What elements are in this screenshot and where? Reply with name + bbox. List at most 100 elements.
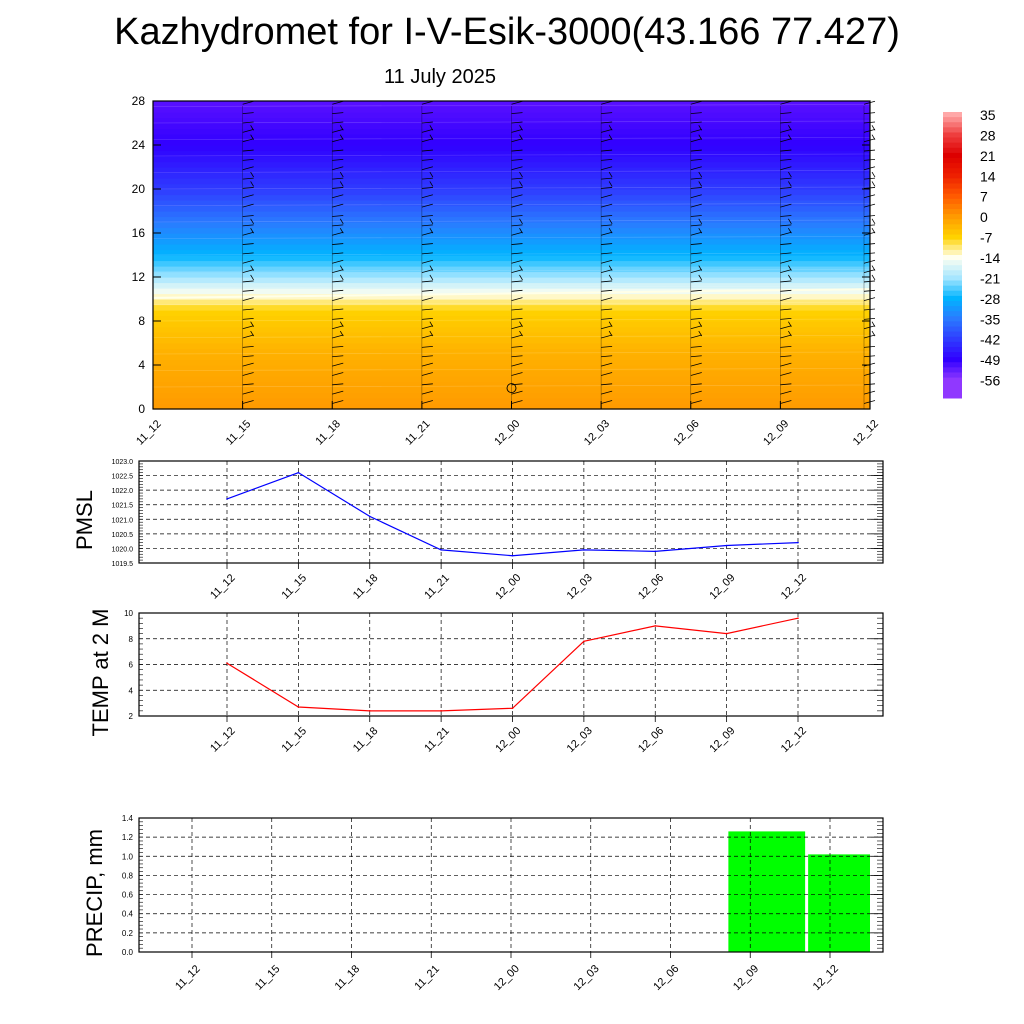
x-tick-label: 12_03 <box>565 725 595 755</box>
wind-barb-flag <box>250 171 254 178</box>
data-point <box>725 632 728 635</box>
colorbar-label: -28 <box>980 291 1000 307</box>
y-tick-label: 1.2 <box>122 833 134 842</box>
wind-barb-flag <box>250 134 254 140</box>
wind-barb <box>690 346 702 348</box>
wind-barb <box>421 362 433 367</box>
wind-barb-flag <box>871 134 876 140</box>
wind-barb-flag <box>519 218 523 225</box>
y-tick-label: 4 <box>138 358 145 372</box>
wind-barb <box>780 128 792 133</box>
data-point <box>654 550 657 553</box>
colorbar-segment <box>943 346 962 353</box>
y-tick-label: 1021.5 <box>112 503 134 510</box>
wind-barb <box>780 383 792 386</box>
chart-title: Kazhydromet for I-V-Esik-3000(43.166 77.… <box>114 11 900 53</box>
wind-barb <box>242 362 254 367</box>
x-tick-label: 11_12 <box>173 963 203 993</box>
data-point <box>725 544 728 547</box>
data-point <box>368 515 371 518</box>
colorbar-segment <box>943 183 962 190</box>
wind-barb <box>332 177 344 180</box>
wind-barb <box>601 372 613 376</box>
wind-barb-flag <box>339 274 344 281</box>
y-tick-label: 0.6 <box>122 891 134 900</box>
wind-barb-flag <box>788 274 792 281</box>
colorbar-segment <box>943 382 962 389</box>
wind-barb-flag <box>788 125 792 131</box>
wind-barb <box>421 390 433 395</box>
wind-barb <box>690 400 702 404</box>
colorbar-segment <box>943 367 962 373</box>
wind-barb-flag <box>698 171 703 178</box>
wind-barb <box>780 289 792 292</box>
wind-barb <box>780 400 792 404</box>
colorbar-segment <box>943 142 962 149</box>
precip-bar <box>728 831 806 952</box>
wind-barb <box>332 400 344 404</box>
wind-barb-flag <box>871 171 876 178</box>
wind-barb <box>242 194 254 199</box>
wind-barb-flag <box>698 181 703 187</box>
wind-barb <box>242 138 254 143</box>
wind-barb <box>421 194 433 199</box>
wind-barb <box>332 355 344 358</box>
wind-barb <box>601 243 613 245</box>
wind-barb <box>242 372 254 376</box>
wind-barb <box>242 259 254 264</box>
x-tick-label: 11_18 <box>333 963 363 993</box>
calm-wind-circle <box>506 383 517 394</box>
colorbar-segment <box>943 244 962 251</box>
x-tick-label: 11_21 <box>412 963 442 993</box>
wind-barb <box>601 289 613 292</box>
wind-barb <box>242 203 254 208</box>
wind-barb <box>690 269 702 273</box>
colorbar-label: -35 <box>980 311 1000 327</box>
wind-barb <box>511 203 523 208</box>
wind-barb-flag <box>871 330 876 337</box>
wind-barb <box>421 355 433 358</box>
wind-barb <box>511 159 523 161</box>
wind-barb-flag <box>788 227 792 234</box>
wind-barb <box>690 128 702 133</box>
temp2m-chart: 2 4 6 8 10 11_12 11_15 11_18 11_21 12_00 12_03 12_0… <box>88 609 884 755</box>
colorbar-segment <box>943 132 962 139</box>
x-tick-label: 12_06 <box>636 572 666 602</box>
wind-barb <box>332 280 344 283</box>
x-tick-label: 12_00 <box>493 725 523 755</box>
wind-barb <box>601 215 613 217</box>
precip-bar <box>808 854 870 952</box>
data-point <box>583 640 585 643</box>
data-point <box>797 541 799 544</box>
x-tick-label: 12_06 <box>672 418 702 448</box>
colorbar-segment <box>943 224 962 230</box>
wind-barb <box>421 400 433 404</box>
wind-barb <box>242 243 254 245</box>
wind-barb <box>601 346 613 348</box>
colorbar-segment <box>943 219 962 225</box>
colorbar-segment <box>943 260 962 266</box>
wind-barb <box>690 159 702 161</box>
wind-barb-flag <box>250 227 254 234</box>
x-tick-label: 12_00 <box>493 572 523 602</box>
wind-barb-flag <box>519 181 523 187</box>
wind-barb <box>242 346 254 348</box>
x-tick-label: 11_15 <box>279 572 309 602</box>
colorbar-segment <box>943 326 962 333</box>
wind-barb <box>690 121 702 124</box>
x-tick-label: 11_18 <box>351 572 381 602</box>
wind-barb <box>332 372 344 376</box>
wind-barb <box>332 112 344 115</box>
wind-barb <box>242 149 254 152</box>
colorbar-segment <box>943 152 962 159</box>
colorbar-segment <box>943 249 962 256</box>
wind-barb <box>511 224 523 227</box>
wind-barb-flag <box>698 274 703 281</box>
wind-barb <box>332 308 344 311</box>
wind-barb-flag <box>429 265 434 271</box>
colorbar-segment <box>943 300 962 307</box>
wind-barb <box>780 203 792 208</box>
wind-barb <box>780 308 792 311</box>
wind-barb <box>421 383 433 386</box>
wind-barb <box>421 112 433 115</box>
